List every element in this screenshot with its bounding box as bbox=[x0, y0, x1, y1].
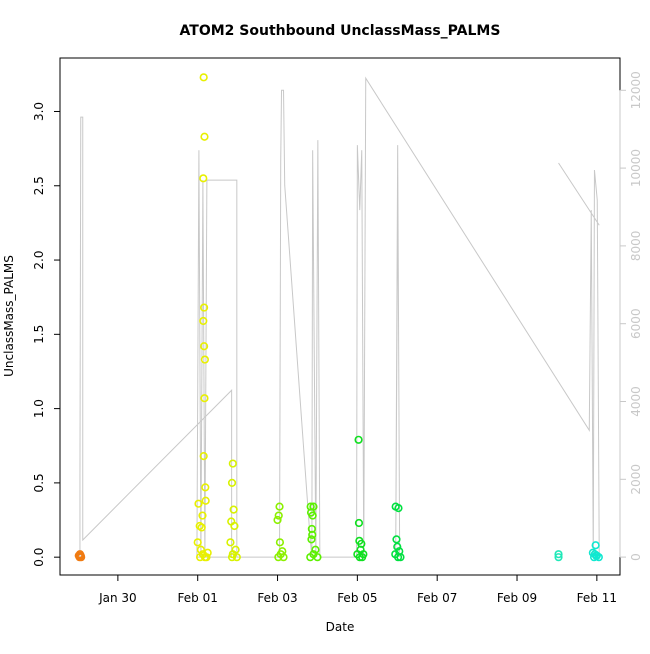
data-point bbox=[394, 504, 403, 513]
y2-tick-label: 10000 bbox=[629, 149, 643, 187]
data-point bbox=[198, 511, 207, 520]
data-point bbox=[203, 548, 212, 557]
y2-tick-label: 0 bbox=[629, 553, 643, 561]
data-point bbox=[196, 545, 205, 554]
data-point bbox=[307, 535, 316, 544]
data-point bbox=[311, 545, 320, 554]
data-point bbox=[199, 174, 208, 183]
data-point bbox=[308, 511, 317, 520]
data-point bbox=[273, 515, 282, 525]
data-point bbox=[201, 483, 210, 492]
data-point bbox=[554, 550, 563, 559]
data-point bbox=[195, 553, 205, 562]
data-point bbox=[274, 553, 283, 562]
data-point bbox=[76, 551, 85, 560]
data-point bbox=[308, 530, 317, 539]
y-tick-label: 2.5 bbox=[32, 176, 46, 195]
data-point bbox=[200, 394, 209, 403]
y-tick-label: 1.5 bbox=[32, 325, 46, 344]
data-point bbox=[226, 538, 235, 547]
data-point bbox=[199, 316, 208, 326]
data-point bbox=[232, 553, 241, 562]
data-point bbox=[396, 553, 405, 562]
y-tick-label: 2.0 bbox=[32, 250, 46, 269]
data-point bbox=[200, 132, 209, 141]
x-tick-label: Feb 03 bbox=[257, 591, 297, 605]
data-point bbox=[393, 542, 402, 551]
data-point bbox=[75, 553, 84, 562]
data-point bbox=[200, 355, 209, 364]
data-point bbox=[199, 73, 208, 82]
data-point bbox=[201, 496, 210, 505]
y2-tick-label: 2000 bbox=[629, 464, 643, 495]
x-axis-label: Date bbox=[326, 620, 355, 634]
data-point bbox=[193, 538, 202, 547]
y-tick-label: 0.5 bbox=[32, 473, 46, 492]
data-point bbox=[274, 511, 283, 520]
data-point bbox=[230, 521, 239, 531]
data-point bbox=[199, 452, 208, 461]
data-point bbox=[194, 499, 203, 508]
data-point bbox=[275, 538, 285, 547]
y2-tick-label: 8000 bbox=[629, 231, 643, 262]
data-point bbox=[554, 553, 563, 562]
data-point bbox=[591, 551, 601, 560]
y2-tick-label: 6000 bbox=[629, 308, 643, 339]
data-point bbox=[197, 523, 206, 532]
x-tick-label: Feb 07 bbox=[417, 591, 457, 605]
data-point bbox=[228, 459, 237, 468]
data-point bbox=[229, 505, 238, 514]
data-point bbox=[354, 518, 364, 528]
plot-frame bbox=[59, 57, 621, 576]
y2-tick-label: 12000 bbox=[629, 71, 643, 109]
y-tick-label: 0.0 bbox=[32, 548, 46, 567]
x-tick-label: Feb 09 bbox=[497, 591, 537, 605]
data-point bbox=[227, 478, 237, 487]
data-point bbox=[199, 303, 209, 312]
y-tick-label: 3.0 bbox=[32, 102, 46, 121]
data-point bbox=[227, 553, 237, 562]
y-axis-label: UnclassMass_PALMS bbox=[2, 255, 16, 377]
data-point bbox=[199, 342, 209, 351]
x-tick-label: Feb 01 bbox=[178, 591, 218, 605]
chart-title: ATOM2 Southbound UnclassMass_PALMS bbox=[180, 23, 501, 39]
x-tick-label: Feb 05 bbox=[337, 591, 377, 605]
data-point bbox=[306, 553, 315, 562]
data-point bbox=[392, 535, 401, 544]
data-point bbox=[591, 541, 600, 550]
data-point bbox=[354, 435, 363, 444]
x-tick-label: Feb 11 bbox=[577, 591, 617, 605]
y2-tick-label: 4000 bbox=[629, 386, 643, 417]
x-tick-label: Jan 30 bbox=[98, 591, 137, 605]
data-point bbox=[275, 502, 284, 511]
data-point bbox=[359, 550, 368, 559]
altitude-line bbox=[79, 76, 600, 558]
data-point bbox=[279, 553, 288, 562]
y-tick-label: 1.0 bbox=[32, 399, 46, 418]
